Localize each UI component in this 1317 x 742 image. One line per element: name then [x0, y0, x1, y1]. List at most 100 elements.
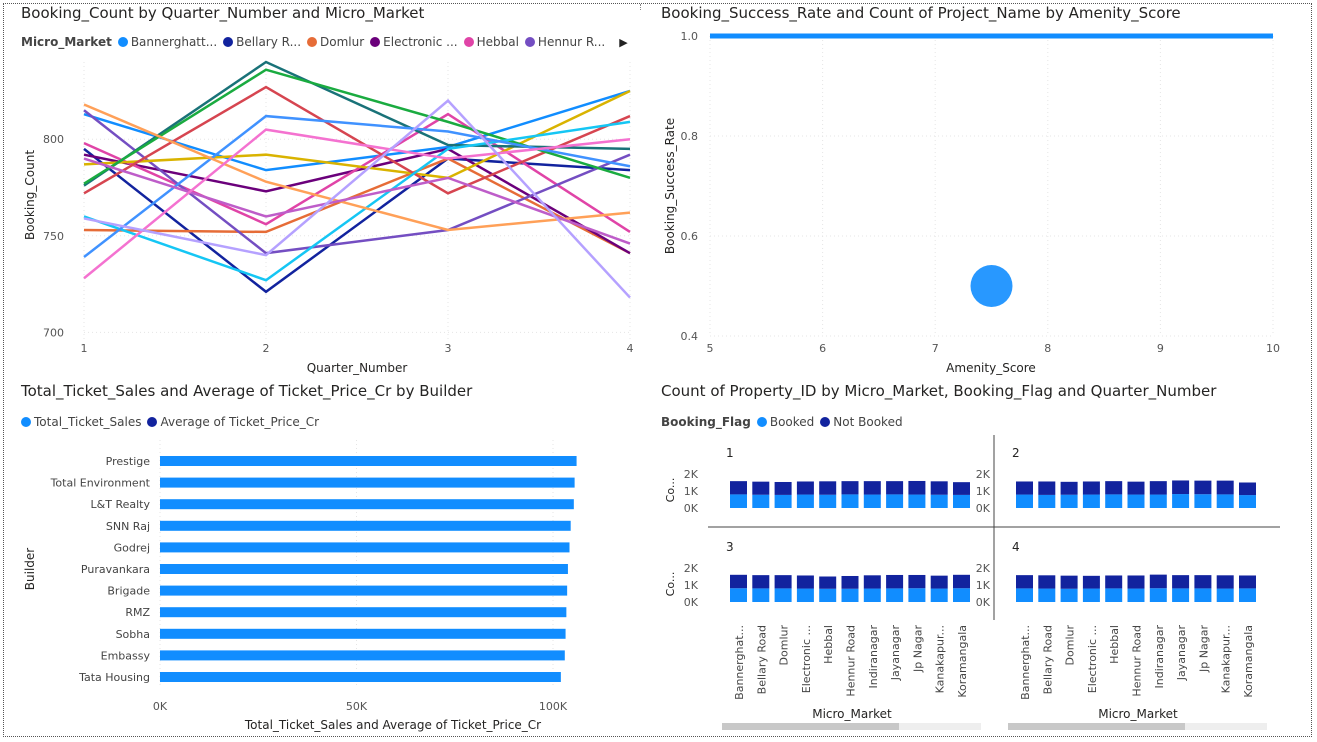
not-booked-bar	[930, 575, 948, 589]
legend-dot	[223, 37, 234, 47]
scatter-chart-svg: Amenity_Score Booking_Success_Rate 5 6 7 8 9…	[663, 30, 1280, 375]
category-label: Bannerghat...	[1019, 625, 1032, 700]
x-tick-label: 2	[263, 342, 270, 355]
not-booked-bar	[796, 481, 814, 495]
booked-bar	[1127, 494, 1145, 508]
small-multiples-visual[interactable]: Count of Property_ID by Micro_Market, Bo…	[640, 380, 1317, 742]
not-booked-bar	[908, 480, 926, 495]
booked-bar	[1038, 494, 1056, 508]
legend-dot	[307, 37, 318, 47]
legend-label: Booked	[769, 415, 815, 429]
category-label: Jp Nagar	[1197, 625, 1210, 673]
not-booked-bar	[1149, 574, 1167, 589]
not-booked-bar	[1060, 575, 1078, 589]
not-booked-bar	[774, 575, 792, 589]
not-booked-bar	[752, 575, 770, 589]
panel-label: 4	[1012, 540, 1020, 554]
legend-item[interactable]: Hebbal	[463, 35, 519, 49]
bar-chart-visual[interactable]: Total_Ticket_Sales and Average of Ticket…	[0, 380, 640, 742]
not-booked-bar	[1239, 575, 1256, 589]
not-booked-bar	[953, 574, 970, 589]
legend-dot	[147, 417, 158, 427]
scrollbar-thumb	[1008, 723, 1185, 730]
y-tick-label: 0.4	[681, 330, 699, 343]
booked-bar	[1105, 494, 1123, 508]
sales-bar	[160, 607, 567, 618]
sales-bar	[160, 456, 577, 466]
not-booked-bar	[730, 574, 747, 589]
series-line	[83, 112, 631, 233]
category-label: Domlur	[778, 625, 791, 666]
legend-label: Bannerghatt...	[130, 35, 218, 49]
category-label: Hebbal	[1108, 625, 1121, 664]
line-chart-legend: Micro_Market Bannerghatt... Bellary R... D…	[21, 35, 628, 49]
not-booked-bar	[1038, 575, 1056, 589]
booked-bar	[930, 494, 948, 508]
legend-item[interactable]: Electronic ...	[370, 35, 458, 49]
x-tick-label: 1	[81, 342, 88, 355]
not-booked-bar	[930, 481, 948, 495]
scatter-chart-ylabel: Booking_Success_Rate	[663, 118, 677, 254]
legend-item[interactable]: Domlur	[307, 35, 364, 49]
booked-bar	[796, 494, 814, 508]
y-tick-label: 1K	[976, 485, 991, 498]
booked-bar	[1194, 588, 1212, 602]
booked-bar	[930, 588, 948, 602]
not-booked-bar	[1194, 480, 1212, 495]
legend-item[interactable]: Bannerghatt...	[117, 35, 218, 49]
category-label: Electronic ...	[1086, 625, 1099, 693]
x-tick-label: 9	[1157, 342, 1164, 355]
legend-dot	[463, 37, 474, 47]
not-booked-bar	[1016, 575, 1033, 589]
booked-bar	[863, 588, 881, 602]
booked-bar	[863, 494, 881, 508]
booked-bar	[953, 588, 970, 602]
not-booked-bar	[1239, 482, 1256, 496]
chevron-right-icon[interactable]: ▶	[619, 35, 628, 49]
legend-item-sales: Total_Ticket_Sales	[21, 415, 141, 429]
not-booked-bar	[1038, 481, 1056, 495]
not-booked-bar	[863, 481, 881, 495]
y-tick-label: 0K	[976, 596, 991, 609]
not-booked-bar	[774, 481, 792, 495]
booked-bar	[1194, 494, 1212, 508]
series-line	[83, 147, 631, 294]
not-booked-bar	[1016, 481, 1033, 495]
y-tick-label: 1K	[684, 485, 699, 498]
y-tick-label: 2K	[684, 562, 699, 575]
category-label: Bannerghat...	[733, 625, 746, 700]
not-booked-bar	[1082, 575, 1100, 589]
y-tick-label: 1K	[684, 579, 699, 592]
category-label: Puravankara	[81, 563, 150, 576]
legend-item[interactable]: Bellary R...	[223, 35, 301, 49]
y-tick-label: 700	[43, 326, 64, 339]
scrollbar-thumb	[722, 723, 899, 730]
booked-bar	[1060, 588, 1078, 602]
booked-bar	[1239, 495, 1256, 508]
booked-bar	[841, 588, 859, 602]
booked-bar	[886, 588, 904, 602]
category-label: Prestige	[106, 455, 151, 468]
y-tick-label: 750	[43, 230, 64, 243]
category-label: Sobha	[116, 628, 150, 641]
scatter-chart-visual[interactable]: Booking_Success_Rate and Count of Projec…	[640, 0, 1317, 380]
series-line	[83, 157, 631, 255]
category-label: Hennur Road	[1131, 625, 1144, 697]
category-label: Embassy	[101, 649, 151, 662]
bar-chart-ylabel: Builder	[23, 548, 37, 591]
x-tick-label: 7	[932, 342, 939, 355]
category-label: Kanakapur...	[934, 625, 947, 693]
legend-dot	[21, 417, 31, 427]
panel-ylabel: Co...	[664, 478, 677, 503]
not-booked-bar	[841, 481, 859, 495]
series-line	[83, 60, 631, 187]
x-tick-label: 100K	[539, 700, 568, 713]
booked-bar	[1060, 494, 1078, 508]
category-label: Indiranagar	[867, 625, 880, 689]
x-tick-label: 4	[627, 342, 634, 355]
line-chart-visual[interactable]: Booking_Count by Quarter_Number and Micr…	[0, 0, 640, 380]
booked-bar	[908, 494, 926, 508]
not-booked-bar	[1127, 481, 1145, 495]
legend-item[interactable]: Hennur R...	[524, 35, 605, 49]
x-tick-label: 50K	[346, 700, 368, 713]
